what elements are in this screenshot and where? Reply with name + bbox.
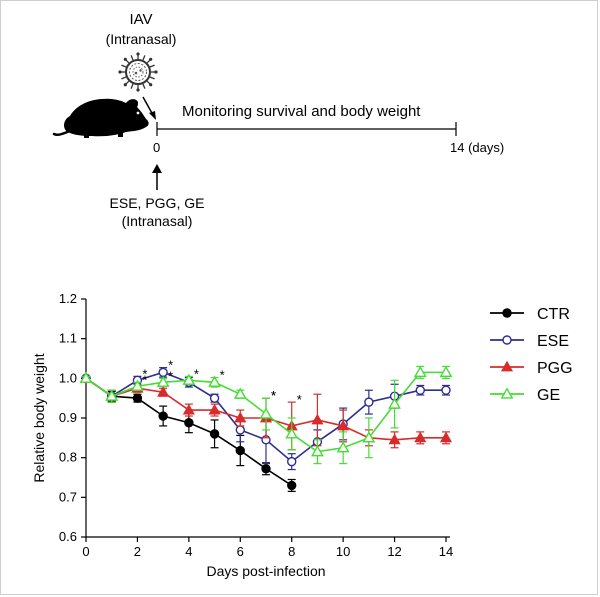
schematic: IAV (Intranasal) bbox=[52, 11, 504, 229]
data-point bbox=[79, 371, 93, 383]
data-point bbox=[208, 403, 221, 415]
data-point bbox=[132, 393, 143, 403]
monitoring-label: Monitoring survival and body weight bbox=[182, 103, 421, 120]
data-point bbox=[388, 433, 401, 445]
data-point bbox=[259, 407, 273, 419]
y-tick-label: 0.7 bbox=[59, 489, 77, 504]
data-point bbox=[388, 397, 401, 409]
x-tick-label: 10 bbox=[336, 544, 350, 559]
data-point bbox=[158, 411, 168, 421]
x-ticks: 0 2 4 6 8 10 12 14 bbox=[82, 537, 453, 559]
data-point bbox=[362, 431, 376, 443]
legend-item-pgg: PGG bbox=[490, 360, 573, 377]
significance-star: * bbox=[168, 368, 173, 383]
data-point bbox=[287, 480, 297, 491]
arrow-icon bbox=[142, 96, 156, 120]
treatment-route-label: (Intranasal) bbox=[122, 213, 193, 229]
data-point bbox=[337, 419, 350, 431]
data-point bbox=[415, 385, 425, 395]
x-tick-label: 14 bbox=[439, 544, 453, 559]
data-point bbox=[234, 411, 247, 423]
data-point bbox=[441, 385, 451, 395]
data-point bbox=[209, 393, 220, 403]
mouse-icon bbox=[52, 98, 149, 138]
data-point bbox=[209, 429, 220, 439]
data-point bbox=[235, 425, 245, 435]
significance-star: * bbox=[142, 366, 147, 381]
legend-label: GE bbox=[537, 387, 560, 404]
data-point bbox=[311, 413, 324, 425]
legend-marker bbox=[502, 335, 512, 345]
x-tick-label: 2 bbox=[134, 544, 141, 559]
y-tick-label: 0.9 bbox=[59, 410, 77, 425]
data-point bbox=[364, 397, 374, 407]
legend-label: ESE bbox=[537, 333, 569, 350]
data-point bbox=[105, 389, 119, 401]
series-ctr bbox=[81, 373, 297, 492]
significance-star: * bbox=[142, 372, 147, 387]
data-point bbox=[233, 387, 247, 399]
treatment-label: ESE, PGG, GE bbox=[110, 195, 205, 211]
data-point bbox=[336, 441, 350, 453]
data-point bbox=[439, 365, 453, 377]
legend-marker bbox=[500, 360, 514, 372]
data-point bbox=[285, 427, 299, 439]
timeline-end-label: 14 (days) bbox=[450, 140, 504, 155]
significance-star: * bbox=[194, 366, 199, 381]
legend-item-ge: GE bbox=[490, 387, 560, 404]
legend-label: CTR bbox=[537, 306, 570, 323]
data-point bbox=[261, 464, 271, 474]
weight-chart: 0 2 4 6 8 10 12 14 0.6 0.7 0.8 0.9 1.0 1.1 1.2 Days p… bbox=[31, 291, 573, 579]
data-point bbox=[182, 373, 196, 385]
legend-item-ese: ESE bbox=[490, 333, 569, 350]
series-ge: * * * ** bbox=[79, 365, 453, 465]
data-point bbox=[311, 445, 324, 457]
legend: CTR ESE PGG GE bbox=[490, 306, 573, 404]
significance-star: * bbox=[297, 392, 302, 407]
y-tick-label: 1.0 bbox=[59, 370, 77, 385]
y-tick-label: 1.1 bbox=[59, 331, 77, 346]
legend-label: PGG bbox=[537, 360, 573, 377]
x-tick-label: 6 bbox=[237, 544, 244, 559]
significance-star: * bbox=[271, 388, 276, 403]
significance-star: * bbox=[271, 388, 276, 403]
data-point bbox=[156, 375, 170, 387]
legend-marker bbox=[502, 308, 512, 318]
data-point bbox=[235, 445, 245, 456]
series-layer: *** ** * * ** bbox=[79, 358, 453, 492]
data-point bbox=[208, 375, 221, 387]
y-tick-label: 0.6 bbox=[59, 529, 77, 544]
y-axis-label: Relative body weight bbox=[31, 353, 47, 482]
y-ticks: 0.6 0.7 0.8 0.9 1.0 1.1 1.2 bbox=[59, 291, 86, 544]
x-tick-label: 0 bbox=[82, 544, 89, 559]
legend-marker bbox=[500, 387, 514, 399]
data-point bbox=[158, 367, 168, 378]
data-point bbox=[439, 431, 453, 443]
x-axis-label: Days post-infection bbox=[206, 563, 325, 579]
data-point bbox=[182, 403, 195, 415]
virus-icon bbox=[118, 52, 158, 92]
virus-label: IAV bbox=[129, 11, 152, 28]
data-point bbox=[184, 418, 194, 428]
data-point bbox=[414, 431, 427, 443]
x-tick-label: 8 bbox=[288, 544, 295, 559]
significance-star: * bbox=[168, 358, 173, 373]
x-tick-label: 4 bbox=[185, 544, 192, 559]
y-tick-label: 1.2 bbox=[59, 291, 77, 306]
data-point bbox=[131, 379, 144, 391]
virus-route-label: (Intranasal) bbox=[106, 31, 177, 47]
data-point bbox=[287, 456, 297, 467]
legend-item-ctr: CTR bbox=[490, 306, 570, 323]
x-tick-label: 12 bbox=[387, 544, 401, 559]
data-point bbox=[157, 386, 170, 397]
y-tick-label: 0.8 bbox=[59, 450, 77, 465]
data-point bbox=[413, 365, 427, 377]
timeline-start-label: 0 bbox=[153, 140, 160, 155]
significance-star: * bbox=[220, 368, 225, 383]
